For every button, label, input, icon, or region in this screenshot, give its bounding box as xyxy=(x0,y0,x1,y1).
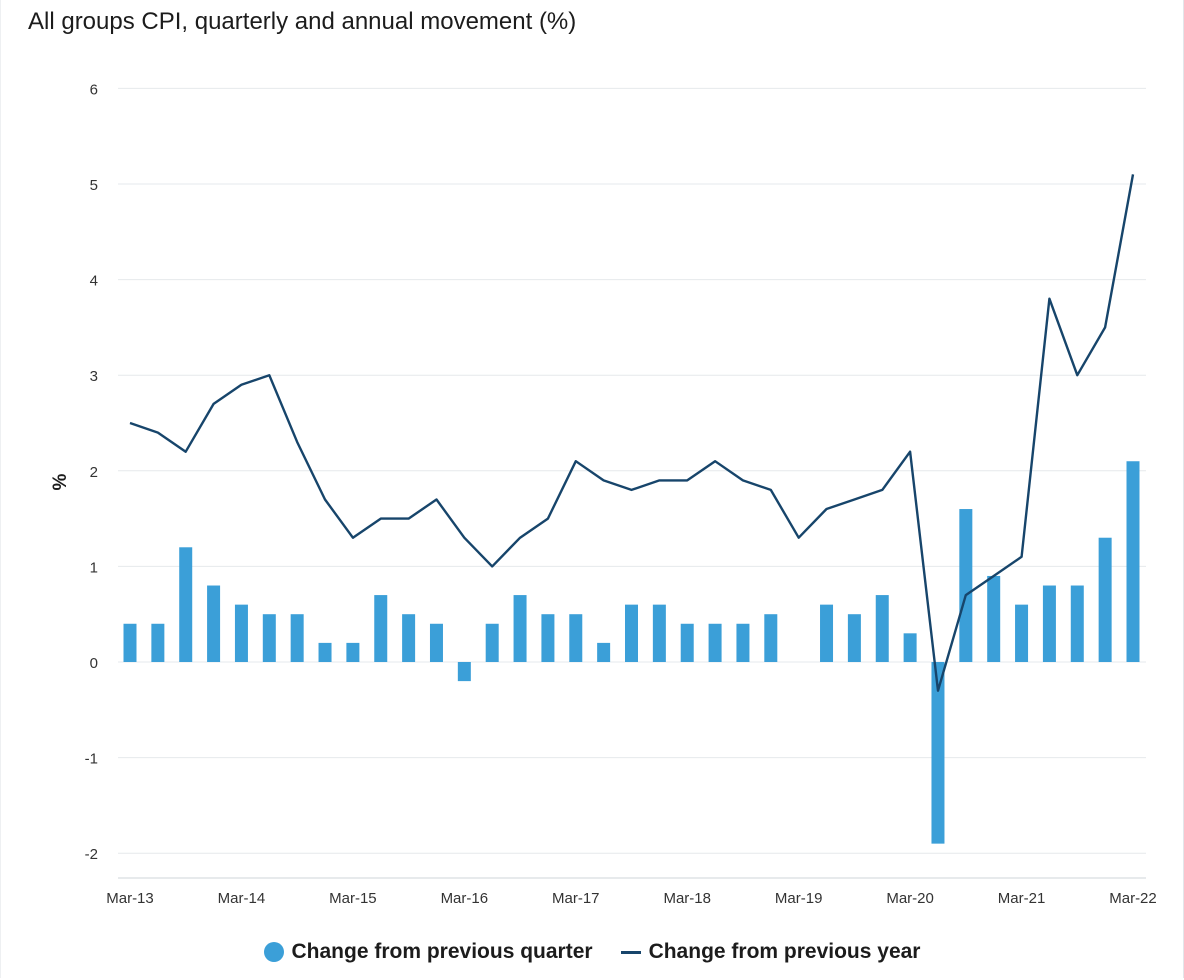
bar-quarterly xyxy=(485,623,499,662)
x-tick-label: Mar-22 xyxy=(1109,890,1157,907)
bar-quarterly xyxy=(1015,604,1029,662)
bar-quarterly xyxy=(764,614,778,662)
y-tick-label: 4 xyxy=(90,273,98,290)
y-axis-label: % xyxy=(50,473,71,490)
bar-quarterly xyxy=(402,614,416,662)
bar-quarterly xyxy=(987,575,1001,662)
y-tick-label: 0 xyxy=(90,655,98,672)
chart-plot: 6 5 4 3 2 1 0 -1 -2 Mar-13 Mar-14 Mar-15 Mar-16 Mar-… xyxy=(50,81,1157,907)
bar-quarterly xyxy=(680,623,694,662)
legend-label-quarterly: Change from previous quarter xyxy=(291,940,593,963)
bar-quarterly xyxy=(513,595,527,662)
bar-quarterly xyxy=(234,604,248,662)
bar-quarterly xyxy=(123,623,137,662)
y-tick-label: 6 xyxy=(90,81,98,98)
legend-label-annual: Change from previous year xyxy=(648,940,921,963)
x-tick-label: Mar-18 xyxy=(663,890,711,907)
bar-quarterly xyxy=(151,623,165,662)
y-tick-label: 5 xyxy=(90,177,98,194)
bar-quarterly xyxy=(931,662,945,844)
legend-item-quarterly[interactable]: Change from previous quarter xyxy=(263,940,593,964)
bar-quarterly xyxy=(1042,585,1056,662)
bar-quarterly xyxy=(959,509,973,662)
legend-line-swatch xyxy=(620,950,641,954)
bar-quarterly xyxy=(625,604,638,662)
x-tick-label: Mar-19 xyxy=(775,890,823,907)
y-tick-label: 3 xyxy=(90,368,98,385)
y-tick-label: -1 xyxy=(85,751,98,768)
x-tick-label: Mar-16 xyxy=(441,890,489,907)
chart-legend: Change from previous quarter Change from… xyxy=(0,932,1184,972)
series-line-annual xyxy=(129,174,1135,692)
bar-quarterly xyxy=(652,604,666,662)
bar-quarterly xyxy=(820,604,834,662)
x-tick-label: Mar-20 xyxy=(886,890,934,907)
bar-quarterly xyxy=(1098,537,1112,662)
legend-bar-swatch xyxy=(263,942,284,962)
bar-quarterly xyxy=(1126,461,1140,662)
legend-item-annual[interactable]: Change from previous year xyxy=(620,940,921,964)
bar-quarterly xyxy=(708,623,722,662)
x-tick-label: Mar-13 xyxy=(106,890,154,907)
bar-quarterly xyxy=(875,595,889,662)
x-tick-label: Mar-14 xyxy=(218,890,266,907)
bar-quarterly xyxy=(1070,585,1084,662)
bar-quarterly xyxy=(597,642,611,662)
bar-quarterly xyxy=(569,614,583,662)
bar-quarterly xyxy=(179,547,193,662)
bar-quarterly xyxy=(207,585,221,662)
bar-quarterly xyxy=(318,642,332,662)
bar-quarterly xyxy=(541,614,555,662)
bar-quarterly xyxy=(429,623,443,662)
bar-quarterly xyxy=(290,614,304,662)
y-tick-label: 1 xyxy=(90,559,98,576)
bar-quarterly xyxy=(374,595,388,662)
bar-quarterly xyxy=(847,614,861,662)
bar-quarterly xyxy=(457,662,471,682)
bar-quarterly xyxy=(262,614,276,662)
x-tick-label: Mar-21 xyxy=(998,890,1046,907)
x-tick-label: Mar-15 xyxy=(329,890,377,907)
x-tick-label: Mar-17 xyxy=(552,890,600,907)
y-tick-label: -2 xyxy=(85,846,98,863)
bar-quarterly xyxy=(346,642,360,662)
y-tick-label: 2 xyxy=(90,464,98,481)
bar-quarterly xyxy=(903,633,917,662)
bar-quarterly xyxy=(736,623,750,662)
chart-title: All groups CPI, quarterly and annual mov… xyxy=(28,8,577,35)
